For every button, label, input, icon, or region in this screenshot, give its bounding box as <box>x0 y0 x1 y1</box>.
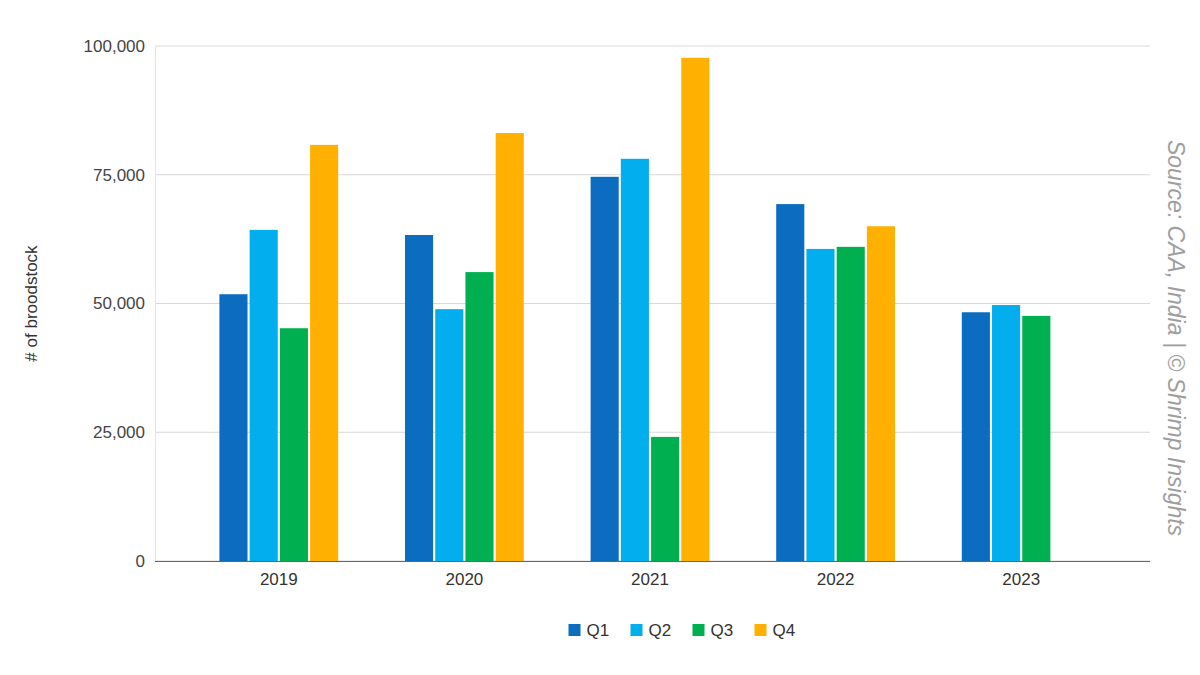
bars <box>219 58 1050 561</box>
bar <box>280 328 308 561</box>
y-tick-label: 50,000 <box>93 294 145 313</box>
legend-label: Q2 <box>649 621 672 640</box>
x-axis-line <box>155 561 1150 562</box>
x-tick-label: 2020 <box>445 570 483 589</box>
bar <box>435 309 463 561</box>
y-tick-label: 0 <box>136 552 145 571</box>
bar <box>250 230 278 561</box>
bar <box>310 145 338 561</box>
legend-item: Q1 <box>569 621 610 640</box>
x-tick: 2022 <box>817 561 855 589</box>
legend: Q1 Q2 Q3 Q4 <box>569 621 796 640</box>
legend-item: Q4 <box>755 621 796 640</box>
x-tick-label: 2022 <box>817 570 855 589</box>
x-tick-label: 2019 <box>260 570 298 589</box>
bar <box>962 312 990 561</box>
grid-line <box>155 303 1150 304</box>
bar <box>465 272 493 561</box>
y-axis: 0 25,000 50,000 75,000 100,000 <box>84 37 156 571</box>
grid-line <box>155 46 1150 47</box>
legend-label: Q3 <box>711 621 734 640</box>
legend-swatch <box>631 624 643 636</box>
bar <box>776 204 804 561</box>
y-tick-label: 75,000 <box>93 166 145 185</box>
legend-label: Q4 <box>773 621 796 640</box>
bar <box>621 159 649 561</box>
y-tick: 75,000 <box>93 166 155 185</box>
legend-item: Q3 <box>693 621 734 640</box>
bar <box>867 226 895 561</box>
bar <box>1022 316 1050 561</box>
bar <box>992 305 1020 561</box>
source-note: Source: CAA, India | © Shrimp Insights <box>1163 140 1189 537</box>
bar <box>591 177 619 561</box>
bar <box>651 437 679 561</box>
y-tick-label: 100,000 <box>84 37 145 56</box>
legend-label: Q1 <box>587 621 610 640</box>
legend-swatch <box>755 624 767 636</box>
x-tick-label: 2023 <box>1002 570 1040 589</box>
y-tick-label: 25,000 <box>93 423 145 442</box>
x-tick: 2021 <box>631 561 669 589</box>
x-tick: 2020 <box>445 561 483 589</box>
grid <box>155 46 1150 561</box>
x-tick: 2019 <box>260 561 298 589</box>
x-tick-label: 2021 <box>631 570 669 589</box>
y-axis-line <box>155 47 156 562</box>
y-axis-title: # of broodstock <box>22 245 41 362</box>
bar <box>806 249 834 561</box>
y-tick: 100,000 <box>84 37 155 56</box>
legend-swatch <box>569 624 581 636</box>
legend-item: Q2 <box>631 621 672 640</box>
bar <box>837 247 865 561</box>
bar <box>219 294 247 561</box>
y-tick: 50,000 <box>93 294 155 313</box>
x-axis: 2019 2020 2021 2022 2023 <box>155 561 1150 589</box>
bar <box>405 235 433 561</box>
grid-line <box>155 174 1150 175</box>
bar <box>681 58 709 561</box>
y-tick: 0 <box>136 552 155 571</box>
bar <box>496 133 524 561</box>
chart: 025,00050,00075,000100,00020192020202120… <box>0 0 1200 675</box>
legend-swatch <box>693 624 705 636</box>
x-tick: 2023 <box>1002 561 1040 589</box>
y-tick: 25,000 <box>93 423 155 442</box>
